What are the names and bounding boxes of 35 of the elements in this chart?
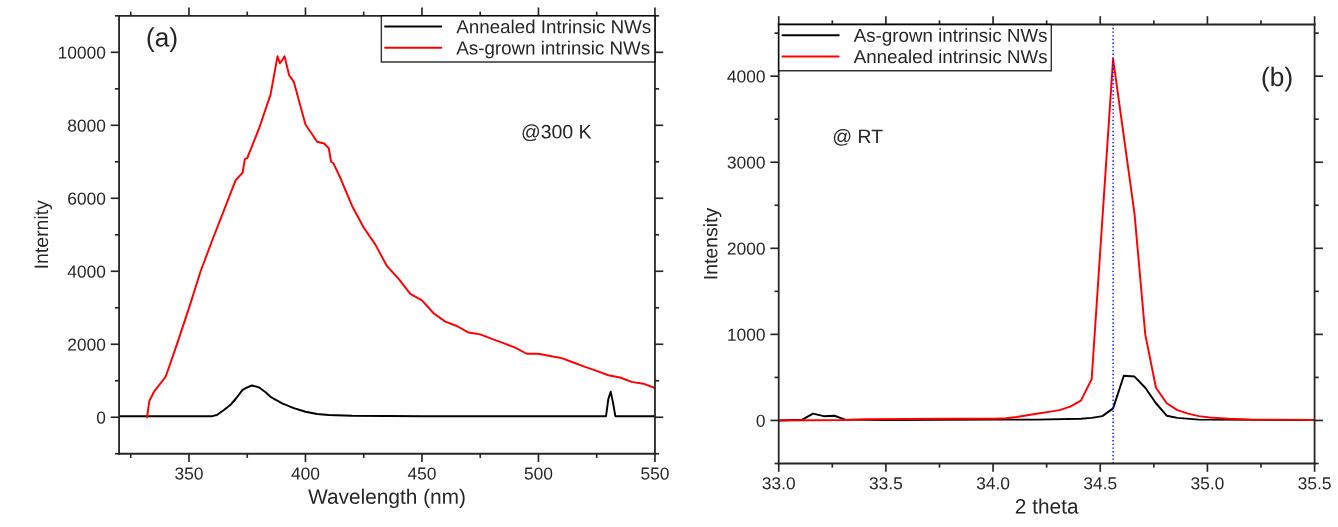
x-tick-label: 450 (407, 467, 436, 480)
x-tick-label: 550 (641, 467, 669, 480)
y-tick-label: 2000 (68, 338, 106, 351)
x-tick-label: 33.0 (762, 477, 795, 490)
legend-label: As-grown intrinsic NWs (853, 28, 1047, 46)
y-tick-label: 0 (96, 411, 106, 424)
y-axis-title: Intensity (703, 207, 722, 279)
x-tick-label: 500 (524, 467, 553, 480)
y-tick-label: 10000 (58, 46, 106, 59)
x-tick-label: 34.5 (1084, 477, 1117, 490)
legend-label: Annealed Intrinsic NWs (456, 19, 651, 34)
legend-label: Annealed intrinsic NWs (853, 49, 1047, 64)
legend-label: As-grown intrinsic NWs (456, 40, 650, 59)
y-tick-label: 0 (756, 414, 765, 427)
y-tick-label: 2000 (727, 242, 765, 255)
annotation: @300 K (522, 124, 592, 142)
x-tick-label: 350 (175, 467, 203, 480)
y-tick-label: 3000 (727, 156, 765, 169)
line-series (119, 384, 655, 418)
y-tick-label: 6000 (68, 192, 106, 205)
y-tick-label: 1000 (728, 328, 765, 341)
x-tick-label: 400 (291, 467, 320, 480)
x-axis-title: 2 theta (1015, 498, 1079, 514)
y-tick-label: 8000 (68, 119, 106, 132)
y-axis-title: Internity (33, 200, 53, 268)
x-tick-label: 34.0 (976, 477, 1010, 490)
x-tick-label: 35.5 (1298, 477, 1331, 490)
x-tick-label: 33.5 (869, 477, 903, 490)
annotation: (b) (1262, 66, 1292, 92)
x-axis-title: Wavelength (nm) (308, 488, 465, 509)
x-tick-label: 35.0 (1191, 477, 1224, 490)
y-tick-label: 4000 (67, 265, 106, 278)
annotation: (a) (147, 27, 177, 52)
y-tick-label: 4000 (727, 70, 765, 83)
annotation: @ RT (833, 128, 883, 146)
